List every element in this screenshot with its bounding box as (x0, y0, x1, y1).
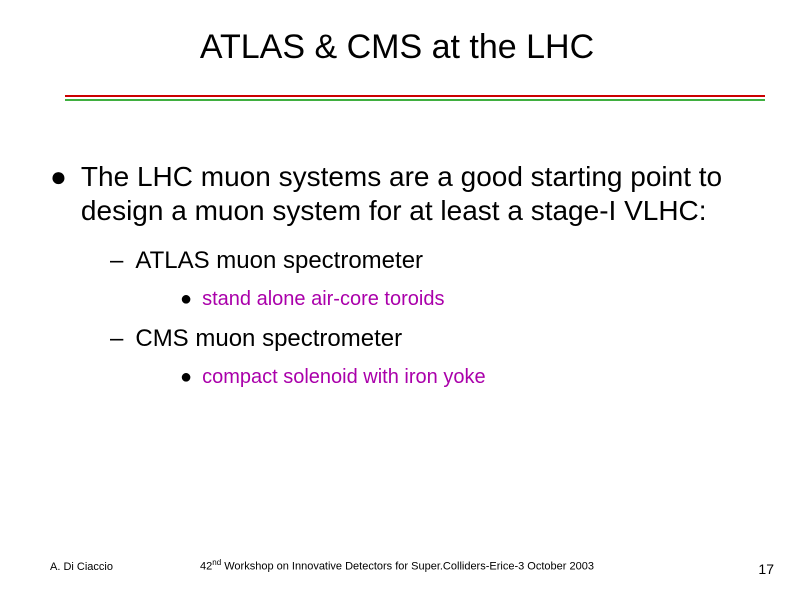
title-underline (65, 95, 765, 101)
footer-page-number: 17 (758, 561, 774, 577)
footer-venue-post: Workshop on Innovative Detectors for Sup… (221, 561, 594, 573)
slide-title: ATLAS & CMS at the LHC (0, 28, 794, 67)
bullet-text: ATLAS muon spectrometer (135, 246, 423, 276)
bullet-level-3: ● compact solenoid with iron yoke (180, 364, 744, 390)
bullet-text: The LHC muon systems are a good starting… (81, 160, 744, 228)
underline-red (65, 95, 765, 97)
bullet-dot-icon: ● (50, 160, 67, 194)
slide: ATLAS & CMS at the LHC ● The LHC muon sy… (0, 0, 794, 595)
small-dot-icon: ● (180, 286, 192, 312)
bullet-level-3: ● stand alone air-core toroids (180, 286, 744, 312)
bullet-level-2: – ATLAS muon spectrometer (110, 246, 744, 276)
bullet-text: CMS muon spectrometer (135, 324, 402, 354)
underline-green (65, 99, 765, 101)
footer-venue-pre: 42 (200, 561, 212, 573)
footer-venue-sup: nd (212, 558, 221, 567)
bullet-text: compact solenoid with iron yoke (202, 364, 485, 390)
bullet-text: stand alone air-core toroids (202, 286, 444, 312)
dash-icon: – (110, 324, 123, 354)
slide-body: ● The LHC muon systems are a good starti… (50, 160, 744, 398)
small-dot-icon: ● (180, 364, 192, 390)
footer-venue: 42nd Workshop on Innovative Detectors fo… (0, 558, 794, 573)
dash-icon: – (110, 246, 123, 276)
bullet-level-2: – CMS muon spectrometer (110, 324, 744, 354)
bullet-level-1: ● The LHC muon systems are a good starti… (50, 160, 744, 228)
